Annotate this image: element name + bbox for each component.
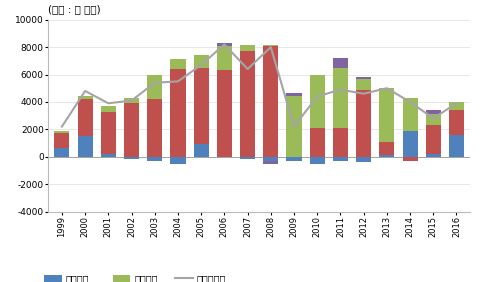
Bar (356, 79, 371, 90)
Bar (379, 155, 395, 157)
Bar (426, 125, 441, 154)
Bar (193, 68, 209, 144)
Bar (426, 154, 441, 157)
Bar (263, 46, 278, 157)
Bar (78, 96, 93, 99)
Bar (54, 133, 70, 149)
Bar (403, 131, 418, 157)
Bar (310, 128, 325, 157)
Bar (240, 51, 255, 157)
Bar (333, 157, 348, 161)
Bar (217, 43, 232, 46)
Bar (124, 157, 139, 159)
Bar (78, 136, 93, 157)
Bar (78, 99, 93, 136)
Bar (449, 110, 464, 135)
Bar (310, 157, 325, 164)
Bar (170, 60, 185, 69)
Bar (403, 157, 418, 161)
Bar (101, 154, 116, 157)
Bar (54, 149, 70, 157)
Bar (310, 74, 325, 128)
Bar (356, 77, 371, 79)
Bar (217, 46, 232, 70)
Bar (333, 68, 348, 128)
Bar (356, 90, 371, 157)
Bar (193, 144, 209, 157)
Legend: 직접투자, 포트폴리오투자, 기타투자, 파생상품투자, 순자본유입: 직접투자, 포트폴리오투자, 기타투자, 파생상품투자, 순자본유입 (45, 274, 226, 282)
Bar (426, 114, 441, 125)
Bar (403, 98, 418, 131)
Bar (263, 157, 278, 161)
Bar (147, 157, 162, 161)
Bar (240, 45, 255, 51)
Bar (124, 103, 139, 157)
Bar (263, 161, 278, 164)
Text: (단위 : 억 달러): (단위 : 억 달러) (48, 4, 101, 14)
Bar (147, 74, 162, 99)
Bar (356, 157, 371, 162)
Bar (217, 70, 232, 157)
Bar (333, 58, 348, 68)
Bar (287, 93, 301, 96)
Bar (54, 131, 70, 133)
Bar (170, 69, 185, 157)
Bar (170, 157, 185, 164)
Bar (240, 157, 255, 159)
Bar (147, 99, 162, 157)
Bar (124, 98, 139, 103)
Bar (449, 135, 464, 157)
Bar (379, 88, 395, 142)
Bar (263, 45, 278, 46)
Bar (101, 106, 116, 111)
Bar (193, 55, 209, 68)
Bar (287, 157, 301, 161)
Bar (426, 110, 441, 114)
Bar (287, 96, 301, 157)
Bar (449, 102, 464, 110)
Bar (333, 128, 348, 157)
Bar (379, 142, 395, 155)
Bar (101, 111, 116, 154)
